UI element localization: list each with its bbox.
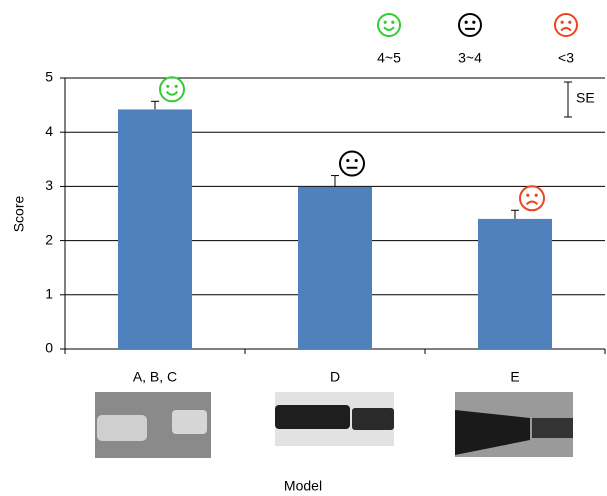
y-tick-label: 3: [45, 177, 53, 193]
legend-label: 4~5: [377, 50, 401, 66]
face-outline: [159, 76, 185, 103]
face-eye: [526, 193, 530, 197]
face-eye: [560, 20, 564, 24]
face-eye: [568, 20, 572, 24]
photo: [275, 392, 394, 446]
face-eye: [174, 84, 178, 88]
y-tick-label: 2: [45, 231, 53, 247]
bar: [118, 109, 192, 349]
face-mouth: [560, 27, 572, 32]
bar: [298, 186, 372, 349]
bar: [478, 218, 552, 349]
face-eye: [346, 158, 350, 163]
face-eye: [534, 193, 538, 197]
face-icon: [554, 13, 578, 37]
y-tick-label: 5: [45, 69, 53, 85]
face-eye: [354, 158, 358, 163]
se-annotation: SE: [576, 90, 595, 106]
face-outline: [554, 13, 578, 37]
error-bar: [511, 209, 519, 219]
face-outline: [339, 150, 365, 177]
face-icon: [339, 150, 365, 177]
face-outline: [458, 13, 482, 37]
face-mouth: [525, 200, 539, 205]
face-icon: [159, 76, 185, 103]
face-eye: [166, 84, 170, 88]
y-axis-label: Score: [11, 196, 27, 233]
y-tick-label: 0: [45, 340, 53, 356]
photo: [95, 392, 211, 458]
face-eye: [391, 20, 395, 24]
face-mouth: [165, 91, 179, 96]
face-outline: [519, 185, 545, 212]
error-bar: [151, 100, 159, 110]
face-icon: [458, 13, 482, 37]
x-tick-label: E: [510, 369, 519, 385]
face-icon: [377, 13, 401, 37]
y-tick-label: 4: [45, 123, 53, 139]
legend-label: 3~4: [458, 50, 482, 66]
face-mouth: [383, 26, 395, 31]
legend-label: <3: [558, 50, 574, 66]
error-bar: [331, 175, 339, 187]
face-outline: [377, 13, 401, 37]
se-scale-bar: [564, 81, 572, 118]
face-eye: [464, 20, 468, 24]
face-icon: [519, 185, 545, 212]
x-axis-label: Model: [284, 478, 322, 494]
face-eye: [383, 20, 387, 24]
photo: [455, 392, 573, 457]
x-tick-label: A, B, C: [133, 369, 177, 385]
x-tick-label: D: [330, 369, 340, 385]
face-eye: [472, 20, 476, 24]
y-tick-label: 1: [45, 286, 53, 302]
